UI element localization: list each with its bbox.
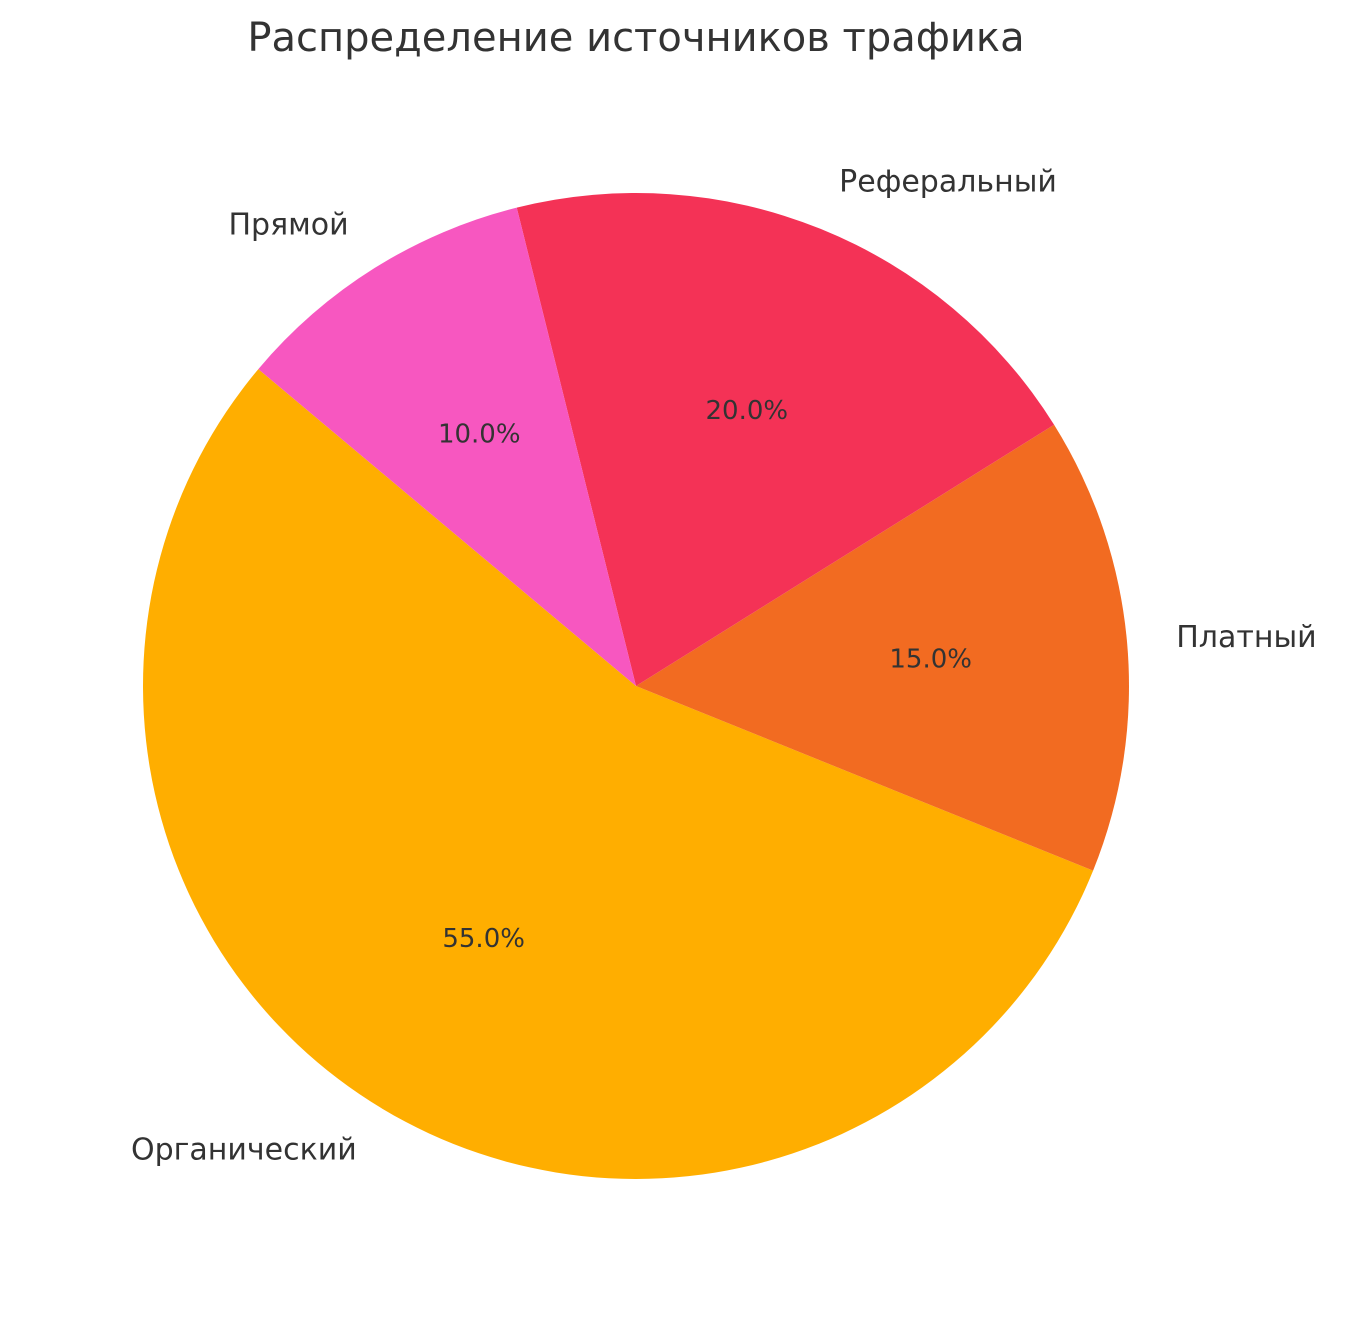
slice-label: Прямой (228, 208, 348, 243)
percent-label: 20.0% (706, 396, 789, 426)
pie-slice (516, 193, 1055, 686)
slice-label: Органический (131, 1132, 357, 1167)
percent-label: 55.0% (442, 924, 525, 954)
slice-label: Реферальный (839, 165, 1057, 200)
slice-label: Платный (1176, 620, 1316, 655)
percent-label: 10.0% (438, 420, 521, 450)
chart-title: Распределение источников трафика (247, 15, 1024, 61)
pie-slice (258, 207, 636, 686)
pie-slice (142, 369, 1094, 1180)
pie-slice (636, 424, 1130, 871)
percent-label: 15.0% (889, 645, 972, 675)
